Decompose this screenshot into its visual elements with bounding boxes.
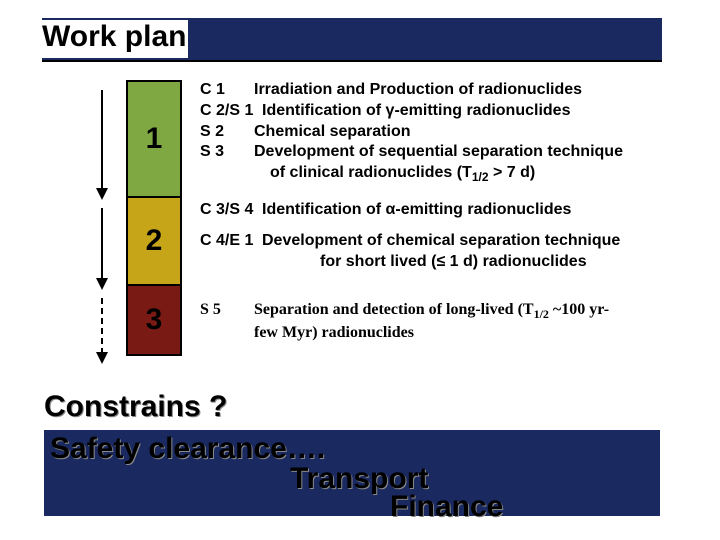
arrow-1-line xyxy=(101,90,103,190)
phase-2-num: 2 xyxy=(146,224,163,258)
phase-1: 1 xyxy=(126,80,182,198)
block2-desc: C 3/S 4Identification of α-emitting radi… xyxy=(200,200,620,272)
finance-label: Finance xyxy=(390,490,503,524)
arrow-2-line xyxy=(101,208,103,280)
phase-3-num: 3 xyxy=(146,303,163,337)
b3-l2: few Myr) radionuclides xyxy=(200,323,609,344)
b1-l1: C 1Irradiation and Production of radionu… xyxy=(200,80,623,101)
b2-l1: C 3/S 4Identification of α-emitting radi… xyxy=(200,200,620,221)
phase-3: 3 xyxy=(126,286,182,356)
block3-desc: S 5Separation and detection of long-live… xyxy=(200,300,609,344)
b3-l1: S 5Separation and detection of long-live… xyxy=(200,300,609,323)
phase-1-num: 1 xyxy=(146,122,163,156)
safety-label: Safety clearance…. xyxy=(50,432,325,466)
b2-l2: C 4/E 1Development of chemical separatio… xyxy=(200,231,620,252)
phase-blocks: 1 2 3 xyxy=(126,80,182,356)
block1-desc: C 1Irradiation and Production of radionu… xyxy=(200,80,623,186)
title-bar: Work plan xyxy=(42,18,662,60)
arrow-3-head xyxy=(96,352,108,364)
title-underline xyxy=(42,60,662,62)
b1-l2: C 2/S 1Identification of γ-emitting radi… xyxy=(200,101,623,122)
arrow-3-line xyxy=(101,298,103,354)
b1-l4: S 3Development of sequential separation … xyxy=(200,142,623,163)
arrow-2-head xyxy=(96,278,108,290)
phase-2: 2 xyxy=(126,198,182,286)
constrains-label: Constrains ? xyxy=(44,390,227,424)
b1-l5: of clinical radionuclides (T1/2 > 7 d) xyxy=(200,163,623,186)
arrow-1-head xyxy=(96,188,108,200)
b1-l3: S 2Chemical separation xyxy=(200,122,623,143)
b2-l3: for short lived (≤ 1 d) radionuclides xyxy=(200,252,620,273)
page-title: Work plan xyxy=(38,20,188,58)
